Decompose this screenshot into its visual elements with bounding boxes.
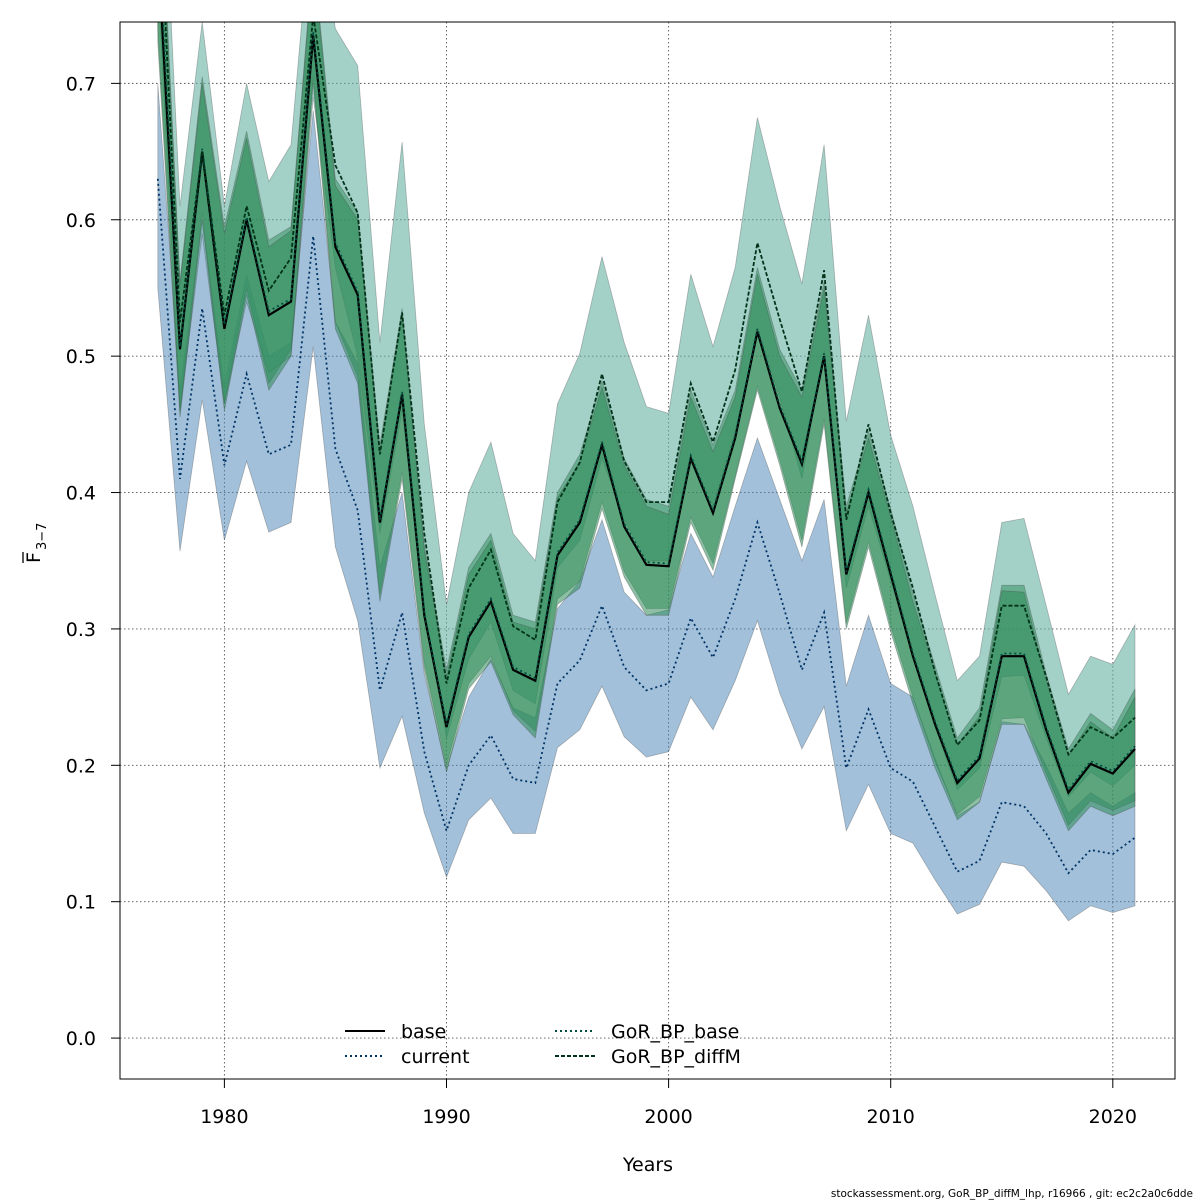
line-gor-bp-diffm: [164, 22, 1136, 757]
x-tick-label: 2020: [1089, 1106, 1137, 1128]
y-axis-title-main: F: [23, 552, 45, 563]
axes: 0.0 0.1 0.2 0.3 0.4 0.5 0.6 0.7 1980 1990 2000 2010…: [66, 73, 1137, 1128]
y-axis-title-subscript: 3−7: [35, 523, 50, 550]
plot-frame: [119, 21, 1176, 1080]
confidence-bands: [157, 22, 1136, 922]
series-lines: [156, 22, 1136, 875]
x-tick-label: 2010: [867, 1106, 915, 1128]
legend-label-gor-bp-diffm: GoR_BP_diffM: [611, 1046, 741, 1068]
x-tick-label: 1980: [200, 1106, 248, 1128]
legend-label-current: current: [401, 1046, 470, 1068]
y-tick-label: 0.5: [66, 346, 96, 368]
x-tick-label: 1990: [422, 1106, 470, 1128]
y-tick-label: 0.7: [66, 73, 96, 95]
legend-label-gor-bp-base: GoR_BP_base: [611, 1021, 739, 1043]
line-base: [160, 22, 1136, 795]
legend: base current GoR_BP_base GoR_BP_diffM: [345, 1021, 741, 1068]
y-tick-label: 0.3: [66, 619, 96, 641]
y-tick-label: 0.1: [66, 892, 96, 914]
y-tick-label: 0.6: [66, 210, 96, 232]
y-tick-label: 0.0: [66, 1028, 96, 1050]
legend-label-base: base: [401, 1021, 446, 1043]
line-gor-bp-base: [162, 22, 1136, 792]
y-tick-label: 0.2: [66, 755, 96, 777]
x-tick-label: 2000: [644, 1106, 692, 1128]
y-tick-label: 0.4: [66, 483, 96, 505]
y-axis-title: F 3−7: [22, 523, 50, 563]
x-axis-title: Years: [622, 1154, 673, 1176]
line-current: [156, 178, 1136, 875]
footer-credit: stockassessment.org, GoR_BP_diffM_lhp, r…: [831, 1188, 1193, 1200]
band-base: [157, 22, 1136, 832]
